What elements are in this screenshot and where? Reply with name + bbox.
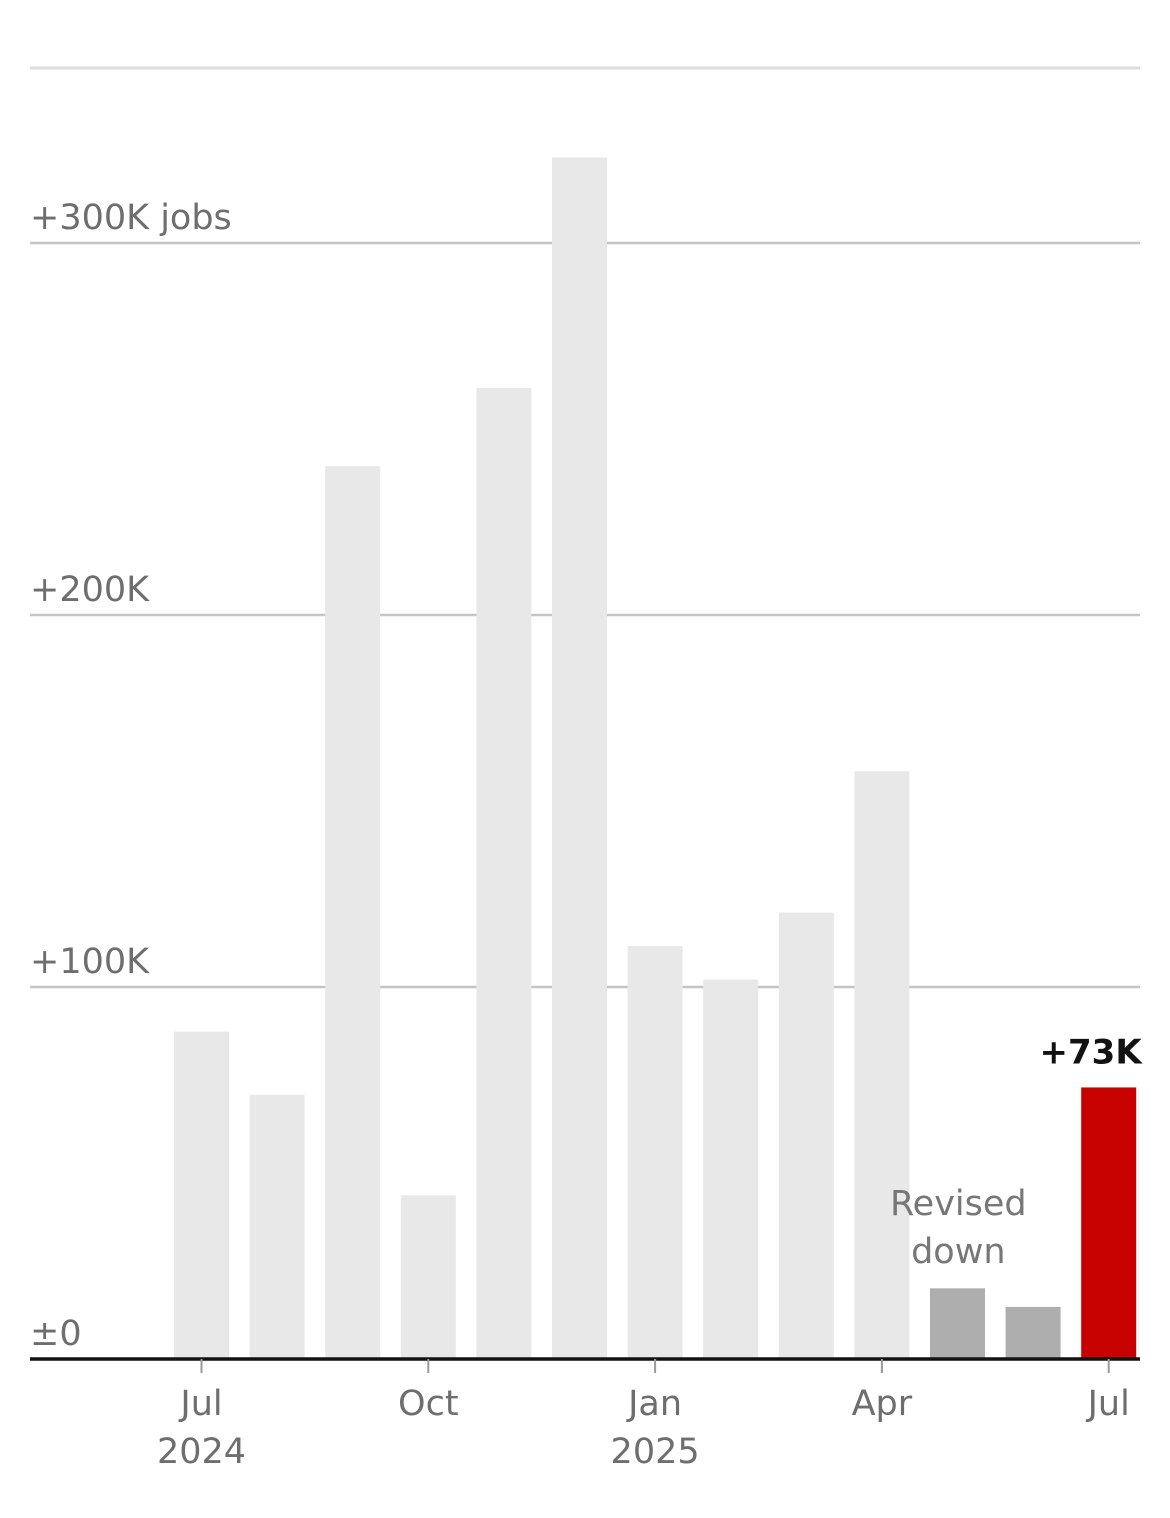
x-tick-month: Jul [1086, 1384, 1130, 1424]
bar-2025-05 [930, 1288, 985, 1359]
bar-2024-09 [325, 466, 381, 1359]
x-tick-year: 2025 [611, 1432, 700, 1472]
bar-2025-07 [1081, 1087, 1137, 1359]
x-tick-year: 2024 [157, 1432, 246, 1472]
bar-2024-10 [400, 1195, 456, 1359]
x-tick-month: Oct [398, 1384, 459, 1424]
bar-2025-06 [1005, 1306, 1061, 1359]
y-tick-label: ±0 [30, 1314, 82, 1354]
bar-2025-03 [778, 912, 834, 1359]
bar-2025-01 [627, 946, 683, 1359]
x-tick-month: Jul [178, 1384, 222, 1424]
annotations: +73K Revised down [890, 1032, 1143, 1272]
value-label-latest: +73K [1040, 1032, 1144, 1072]
x-tick-month: Apr [852, 1384, 913, 1424]
bar-2025-04 [854, 771, 910, 1359]
x-axis: Jul 2024 Oct Jan 2025 Apr Jul [30, 1357, 1140, 1472]
y-tick-label: +100K [30, 942, 150, 982]
bar-2024-07 [174, 1031, 229, 1359]
bar-2024-12 [552, 157, 607, 1360]
bar-2025-02 [703, 979, 759, 1359]
y-tick-label: +200K [30, 570, 150, 610]
annotation-revised-down-line: Revised [890, 1184, 1027, 1224]
annotation-revised-down-line: down [911, 1232, 1005, 1272]
bars [174, 157, 1137, 1360]
x-tick-month: Jan [626, 1384, 682, 1424]
y-axis-labels: ±0 +100K +200K +300K jobs [30, 198, 232, 1354]
y-tick-label: +300K jobs [30, 198, 232, 238]
bar-2024-08 [249, 1094, 305, 1359]
bar-2024-11 [476, 388, 532, 1360]
